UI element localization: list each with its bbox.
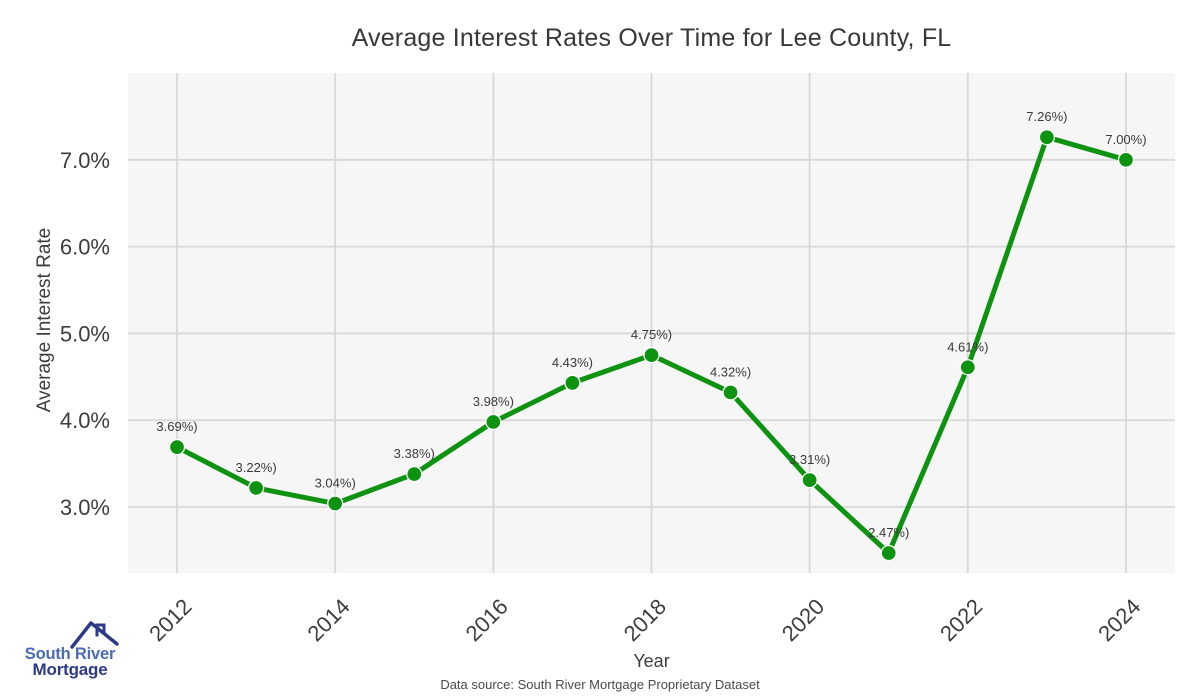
data-point-label-2023: 7.26%) — [1026, 109, 1067, 124]
logo-text-mortgage: Mortgage — [32, 660, 108, 679]
data-point-label-2022: 4.61%) — [947, 339, 988, 354]
data-point-2018 — [643, 346, 660, 364]
data-point-2019 — [722, 384, 739, 401]
data-point-2016 — [485, 413, 502, 431]
data-point-2020 — [801, 471, 818, 489]
logo-text-south-river: South River — [24, 645, 116, 663]
data-point-label-2019: 4.32%) — [710, 364, 751, 379]
data-point-label-2018: 4.75%) — [631, 327, 672, 342]
x-axis-title: Year — [633, 651, 670, 671]
y-tick-6.0%: 6.0% — [60, 235, 110, 260]
y-tick-4.0%: 4.0% — [60, 408, 110, 433]
data-point-label-2017: 4.43%) — [552, 355, 593, 370]
y-tick-5.0%: 5.0% — [60, 321, 110, 346]
data-point-label-2020: 3.31%) — [789, 452, 830, 467]
data-point-label-2013: 3.22%) — [236, 460, 277, 475]
data-point-label-2024: 7.00%) — [1105, 132, 1146, 147]
x-tick-2022: 2022 — [935, 594, 987, 646]
data-point-2023 — [1038, 129, 1056, 146]
data-point-2022 — [959, 359, 976, 376]
data-point-2013 — [247, 479, 265, 497]
y-axis-title: Average Interest Rate — [34, 227, 55, 413]
data-point-label-2016: 3.98%) — [473, 394, 514, 409]
y-tick-3.0%: 3.0% — [60, 495, 110, 520]
x-tick-2016: 2016 — [461, 594, 513, 646]
data-point-2012 — [168, 438, 186, 456]
x-tick-2012: 2012 — [144, 594, 196, 646]
data-point-2024 — [1117, 151, 1135, 168]
x-tick-2014: 2014 — [302, 594, 354, 646]
house-roof-icon — [70, 621, 119, 649]
y-tick-7.0%: 7.0% — [60, 148, 110, 173]
x-tick-2018: 2018 — [619, 594, 671, 646]
data-point-label-2021: 2.47%) — [868, 525, 909, 540]
data-point-2015 — [406, 465, 423, 483]
data-source-note: Data source: South River Mortgage Propri… — [440, 677, 760, 692]
south-river-mortgage-logo: South River Mortgage — [14, 614, 144, 696]
data-point-2014 — [327, 495, 344, 512]
data-point-label-2015: 3.38%) — [394, 446, 435, 461]
data-point-2017 — [564, 374, 581, 392]
x-tick-2024: 2024 — [1093, 594, 1145, 646]
data-point-label-2012: 3.69%) — [156, 419, 197, 434]
data-point-label-2014: 3.04%) — [315, 476, 356, 491]
chart-title: Average Interest Rates Over Time for Lee… — [351, 24, 952, 52]
x-tick-2020: 2020 — [777, 594, 829, 646]
data-point-2021 — [880, 544, 897, 562]
